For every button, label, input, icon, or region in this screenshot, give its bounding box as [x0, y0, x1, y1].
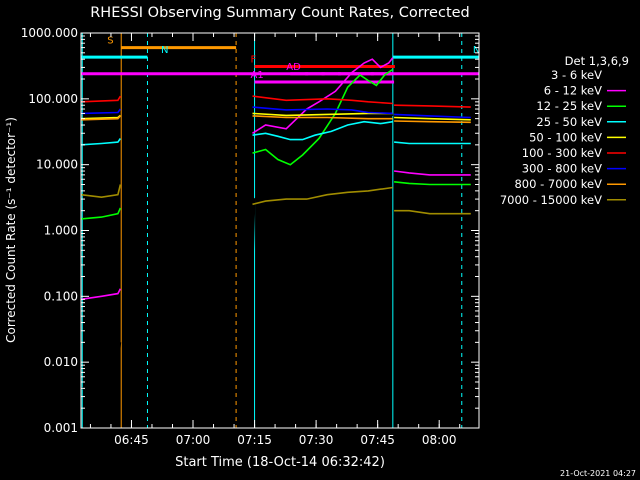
- x-tick-label-2: 07:15: [237, 433, 272, 447]
- series-line-1-1: [252, 57, 394, 134]
- x-tick-label-3: 07:30: [299, 433, 334, 447]
- series-line-2-2: [394, 181, 471, 186]
- y-tick-label-3: 1.000: [44, 224, 78, 238]
- series-line-6-2: [394, 113, 471, 119]
- series-line-5-0: [80, 95, 122, 103]
- y-tick-label-0: 0.001: [44, 421, 78, 435]
- series-line-8-2: [394, 209, 471, 215]
- flag-label-2: N: [473, 45, 480, 56]
- flag-label-6: A1: [251, 70, 264, 81]
- series-line-2-0: [80, 207, 122, 220]
- series-line-6-0: [80, 108, 122, 115]
- series-line-3-1: [252, 120, 393, 141]
- y-tick-label-6: 1000.000: [21, 26, 78, 40]
- legend-title: Det 1,3,6,9: [565, 54, 629, 68]
- legend-label-3: 25 - 50 keV: [536, 115, 602, 129]
- series-line-7-1: [252, 115, 393, 120]
- legend-label-4: 50 - 100 keV: [529, 130, 602, 144]
- series-line-4-2: [394, 116, 471, 121]
- series-line-7-0: [80, 115, 121, 121]
- legend-label-0: 3 - 6 keV: [551, 68, 602, 82]
- legend-label-1: 6 - 12 keV: [544, 84, 602, 98]
- legend-label-5: 100 - 300 keV: [522, 146, 602, 160]
- flag-label-3: F: [251, 54, 257, 65]
- footer-date: 21-Oct-2021 04:27: [560, 469, 636, 478]
- x-tick-label-4: 07:45: [360, 433, 395, 447]
- y-tick-label-2: 0.100: [44, 289, 78, 303]
- series-line-1-0: [80, 288, 122, 301]
- x-tick-label-0: 06:45: [114, 433, 149, 447]
- series-line-0-0: [81, 342, 122, 390]
- y-axis-label: Corrected Count Rate (s⁻¹ detector⁻¹): [4, 117, 18, 343]
- legend-label-7: 800 - 7000 keV: [514, 177, 602, 191]
- series-line-8-1: [252, 186, 393, 206]
- y-tick-label-5: 100.000: [28, 92, 78, 106]
- series-line-3-0: [80, 138, 122, 146]
- y-tick-label-1: 0.010: [44, 355, 78, 369]
- y-tick-label-4: 10.000: [36, 158, 78, 172]
- legend-label-2: 12 - 25 keV: [536, 99, 602, 113]
- series-line-1-2: [394, 170, 471, 176]
- flag-label-4: AD: [286, 62, 301, 73]
- series-line-5-2: [394, 104, 471, 108]
- x-axis-label: Start Time (18-Oct-14 06:32:42): [175, 455, 385, 470]
- x-tick-label-1: 07:00: [176, 433, 211, 447]
- chart-title: RHESSI Observing Summary Count Rates, Co…: [90, 5, 470, 21]
- series-line-6-1: [252, 106, 393, 115]
- series-line-7-2: [394, 120, 471, 124]
- legend-label-6: 300 - 800 keV: [522, 162, 602, 176]
- x-tick-label-5: 08:00: [422, 433, 457, 447]
- series-line-5-1: [252, 95, 393, 105]
- series-line-8-0: [80, 184, 122, 199]
- flag-label-0: S: [107, 36, 113, 47]
- legend-label-8: 7000 - 15000 keV: [500, 193, 602, 207]
- flag-label-1: N: [161, 45, 168, 56]
- series-line-3-2: [394, 141, 471, 145]
